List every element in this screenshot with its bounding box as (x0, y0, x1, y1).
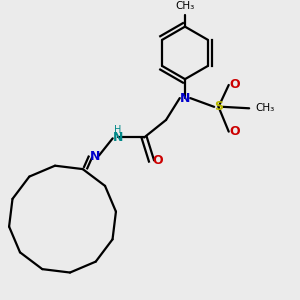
Text: O: O (229, 125, 240, 138)
Text: O: O (153, 154, 163, 167)
Text: N: N (113, 131, 123, 144)
Text: O: O (229, 79, 240, 92)
Text: S: S (214, 100, 223, 113)
Text: CH₃: CH₃ (255, 103, 274, 113)
Text: CH₃: CH₃ (176, 2, 195, 11)
Text: N: N (180, 92, 190, 105)
Text: H: H (114, 125, 122, 135)
Text: N: N (89, 150, 100, 163)
